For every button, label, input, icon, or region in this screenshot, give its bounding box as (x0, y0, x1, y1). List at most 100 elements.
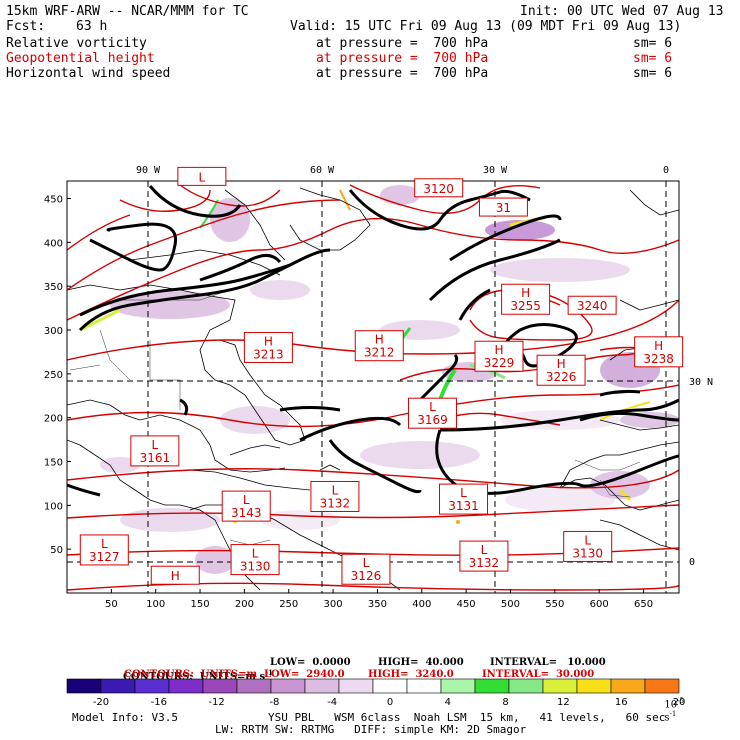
colorbar-label: 0 (387, 697, 393, 708)
high-symbol: H (494, 343, 503, 357)
low-center-box (130, 435, 180, 467)
x-tick-label: 50 (105, 599, 118, 610)
x-tick-label: 150 (190, 599, 209, 610)
high-value: 3255 (510, 299, 541, 313)
colorbar-swatch (236, 678, 272, 694)
colorbar-label: -16 (151, 697, 167, 708)
colorbar-swatch (508, 678, 544, 694)
y-tick-label: 250 (44, 370, 63, 381)
wind-contour-units-sup: -1 (265, 668, 273, 677)
wind-contour-units: CONTOURS: UNITS=m s (122, 671, 266, 683)
low-center-box (407, 397, 457, 429)
low-symbol: L (243, 493, 250, 507)
colorbar-unit-tail: s (664, 712, 670, 724)
x-tick-label: 500 (501, 599, 520, 610)
field-name-vorticity: Relative vorticity (6, 36, 147, 51)
forecast-label: Fcst: (6, 19, 46, 34)
low-symbol: L (332, 483, 339, 497)
colorbar-label: 12 (557, 697, 570, 708)
colorbar-swatch (474, 678, 510, 694)
height-contour-high: HIGH= 3240.0 (368, 669, 454, 680)
low-center-box (341, 553, 391, 585)
wind-contour-info: CONTOURS: UNITS=m s-1 (116, 657, 273, 682)
high-center-box (478, 197, 528, 217)
colorbar-label: -8 (269, 697, 279, 708)
colorbar-labels: -20 -16 -12 -8 -4 0 4 8 12 16 20 (93, 697, 686, 708)
high-center-box (150, 565, 200, 585)
low-center-box (177, 166, 227, 186)
high-symbol: H (557, 357, 566, 371)
model-title: 15km WRF-ARW -- NCAR/MMM for TC (6, 4, 249, 19)
x-tick-label: 200 (235, 599, 254, 610)
low-symbol: L (252, 547, 259, 561)
x-tick-label: 300 (324, 599, 343, 610)
low-value: 3130 (572, 546, 603, 560)
colorbar-label: -4 (327, 697, 337, 708)
high-symbol: H (375, 333, 384, 347)
low-symbol: L (584, 533, 591, 547)
latitude-label: 30 N (689, 377, 713, 388)
longitude-label: 90 W (136, 165, 161, 176)
colorbar-label: -20 (93, 697, 109, 708)
field-name-wind: Horizontal wind speed (6, 66, 171, 81)
colorbar-swatch (66, 678, 102, 694)
colorbar-swatch (440, 678, 476, 694)
longitude-label: 0 (663, 165, 669, 176)
colorbar-swatch (406, 678, 442, 694)
high-center-box (414, 178, 464, 198)
wind-contours (67, 185, 679, 497)
colorbar-swatch (304, 678, 340, 694)
x-tick-label: 600 (590, 599, 609, 610)
low-center-box (439, 483, 489, 515)
y-tick-label: 200 (44, 414, 63, 425)
low-value: 3161 (140, 451, 171, 465)
colorbar-swatch (134, 678, 170, 694)
high-value: 3212 (364, 346, 395, 360)
colorbar-swatch (372, 678, 408, 694)
colorbar-unit-exp: -5 (677, 697, 684, 705)
colorbar-swatch (100, 678, 136, 694)
low-symbol: L (101, 537, 108, 551)
high-value: 31 (496, 201, 511, 215)
y-tick-label: 50 (50, 545, 63, 556)
colorbar-swatch (202, 678, 238, 694)
wind-contour-low: LOW= 0.0000 (270, 657, 351, 668)
colorbar-swatches (66, 678, 680, 694)
colorbar-swatch (270, 678, 306, 694)
low-center: L (177, 166, 227, 186)
colorbar-label: 8 (502, 697, 508, 708)
latitude-labels: 30 N 0 (689, 377, 713, 568)
x-tick-label: 550 (545, 599, 564, 610)
y-tick-label: 100 (44, 501, 63, 512)
longitude-labels: 90 W 60 W 30 W 0 (136, 165, 669, 176)
colorbar-unit-base: 10 (664, 699, 678, 711)
colorbar-swatch (610, 678, 646, 694)
longitude-label: 30 W (483, 165, 508, 176)
colorbar-label: -12 (208, 697, 224, 708)
latitude-label: 0 (689, 557, 695, 568)
y-tick-label: 350 (44, 282, 63, 293)
forecast-hour: 63 h (76, 19, 108, 34)
model-info: Model Info: V3.5 (72, 711, 178, 724)
high-value: 3226 (546, 370, 577, 384)
field-smooth-vorticity: sm= 6 (633, 36, 673, 51)
high-center-box (501, 283, 551, 315)
low-center-box (563, 530, 613, 562)
low-center-box (310, 480, 360, 512)
high-center: H (150, 565, 200, 585)
colorbar-swatch (338, 678, 374, 694)
plot-frame (66, 180, 680, 594)
longitude-label: 60 W (310, 165, 335, 176)
height-contour-info: CONTOURS: UNITS=m LOW= 2940.0 (124, 669, 345, 680)
low-value: 3132 (469, 556, 500, 570)
